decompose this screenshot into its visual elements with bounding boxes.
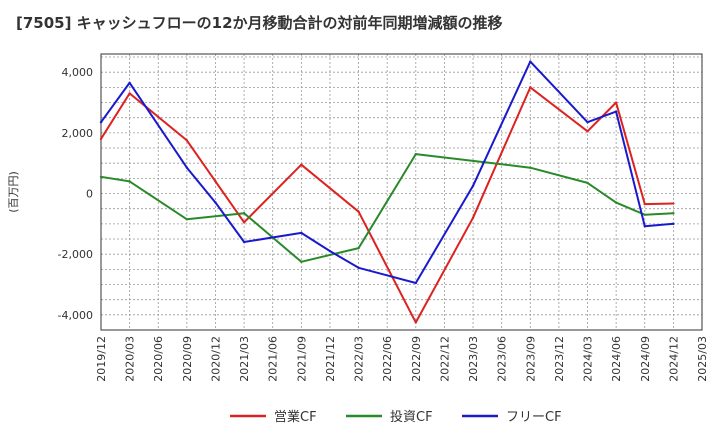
x-tick-label: 2024/06 bbox=[610, 336, 623, 382]
data-point bbox=[643, 225, 646, 228]
data-point bbox=[414, 152, 418, 156]
x-tick-label: 2021/12 bbox=[324, 336, 337, 382]
chart-title: [7505] キャッシュフローの12か月移動合計の対前年同期増減額の推移 bbox=[16, 14, 503, 32]
x-tick-label: 2024/12 bbox=[667, 336, 680, 382]
x-tick-label: 2023/09 bbox=[524, 336, 537, 382]
series-group bbox=[99, 60, 675, 324]
legend-label-2: フリーCF bbox=[506, 410, 562, 425]
data-point bbox=[300, 163, 303, 166]
data-point bbox=[672, 212, 675, 215]
x-tick-label: 2020/06 bbox=[152, 336, 165, 382]
data-point bbox=[357, 210, 360, 213]
data-point bbox=[471, 184, 475, 188]
data-point bbox=[99, 137, 103, 141]
y-tick-label: 2,000 bbox=[62, 127, 94, 140]
grid bbox=[101, 54, 702, 330]
x-tick-label: 2024/09 bbox=[639, 336, 652, 382]
data-point bbox=[643, 202, 646, 206]
data-point bbox=[185, 166, 189, 169]
data-point bbox=[128, 81, 131, 85]
y-tick-label: 4,000 bbox=[62, 66, 94, 79]
data-point bbox=[586, 181, 589, 185]
data-point bbox=[128, 180, 131, 183]
x-tick-label: 2022/09 bbox=[410, 336, 423, 382]
legend-label-1: 投資CF bbox=[390, 409, 433, 425]
data-point bbox=[99, 121, 103, 124]
x-tick-label: 2023/06 bbox=[496, 336, 509, 382]
data-point bbox=[586, 121, 589, 124]
y-tick-label: -2,000 bbox=[58, 248, 93, 261]
data-point bbox=[586, 130, 589, 133]
x-tick-label: 2020/12 bbox=[209, 336, 222, 382]
data-point bbox=[529, 166, 532, 169]
series-line-1 bbox=[100, 153, 674, 263]
y-tick-label: -4,000 bbox=[58, 309, 93, 322]
y-tick-label: 0 bbox=[86, 188, 93, 201]
data-point bbox=[300, 231, 303, 235]
data-point bbox=[300, 260, 303, 263]
y-axis-label: (百万円) bbox=[7, 171, 20, 213]
x-tick-label: 2022/12 bbox=[438, 336, 451, 382]
x-tick-label: 2019/12 bbox=[95, 336, 108, 382]
data-point bbox=[185, 218, 189, 221]
x-tick-label: 2021/09 bbox=[295, 336, 308, 382]
data-point bbox=[214, 201, 217, 204]
x-tick-label: 2021/03 bbox=[238, 336, 251, 382]
data-point bbox=[672, 222, 675, 226]
x-tick-label: 2025/03 bbox=[696, 336, 709, 382]
legend: 営業CF 投資CF フリーCF bbox=[230, 409, 562, 425]
data-point bbox=[614, 201, 618, 204]
x-tick-label: 2022/06 bbox=[381, 336, 394, 382]
x-tick-label: 2021/06 bbox=[267, 336, 280, 382]
plot-area-frame bbox=[100, 53, 703, 331]
data-point bbox=[242, 221, 246, 224]
data-point bbox=[614, 101, 618, 104]
data-point bbox=[99, 175, 103, 179]
x-tick-label: 2020/09 bbox=[181, 336, 194, 382]
data-point bbox=[185, 139, 189, 142]
data-point bbox=[357, 246, 360, 250]
data-point bbox=[529, 86, 532, 89]
data-point bbox=[529, 60, 532, 63]
x-axis: 2019/12 2020/03 2020/06 2020/09 2020/12 2021/… bbox=[95, 336, 709, 382]
x-tick-label: 2024/03 bbox=[582, 336, 595, 382]
data-point bbox=[242, 240, 246, 244]
data-point bbox=[614, 110, 618, 113]
y-axis: -4,000 -2,000 0 2,000 4,000 bbox=[58, 66, 93, 322]
data-point bbox=[643, 213, 646, 216]
data-point bbox=[672, 202, 675, 205]
legend-label-0: 営業CF bbox=[274, 409, 317, 425]
data-point bbox=[214, 180, 217, 183]
data-point bbox=[471, 216, 475, 219]
series-line-0 bbox=[100, 86, 674, 324]
x-tick-label: 2022/03 bbox=[353, 336, 366, 382]
x-tick-label: 2023/12 bbox=[553, 336, 566, 382]
data-point bbox=[414, 281, 418, 285]
x-tick-label: 2020/03 bbox=[124, 336, 137, 382]
data-point bbox=[357, 266, 360, 270]
data-point bbox=[242, 212, 246, 215]
data-point bbox=[128, 92, 131, 95]
data-point bbox=[414, 321, 418, 324]
data-point bbox=[328, 249, 332, 253]
x-tick-label: 2023/03 bbox=[467, 336, 480, 382]
